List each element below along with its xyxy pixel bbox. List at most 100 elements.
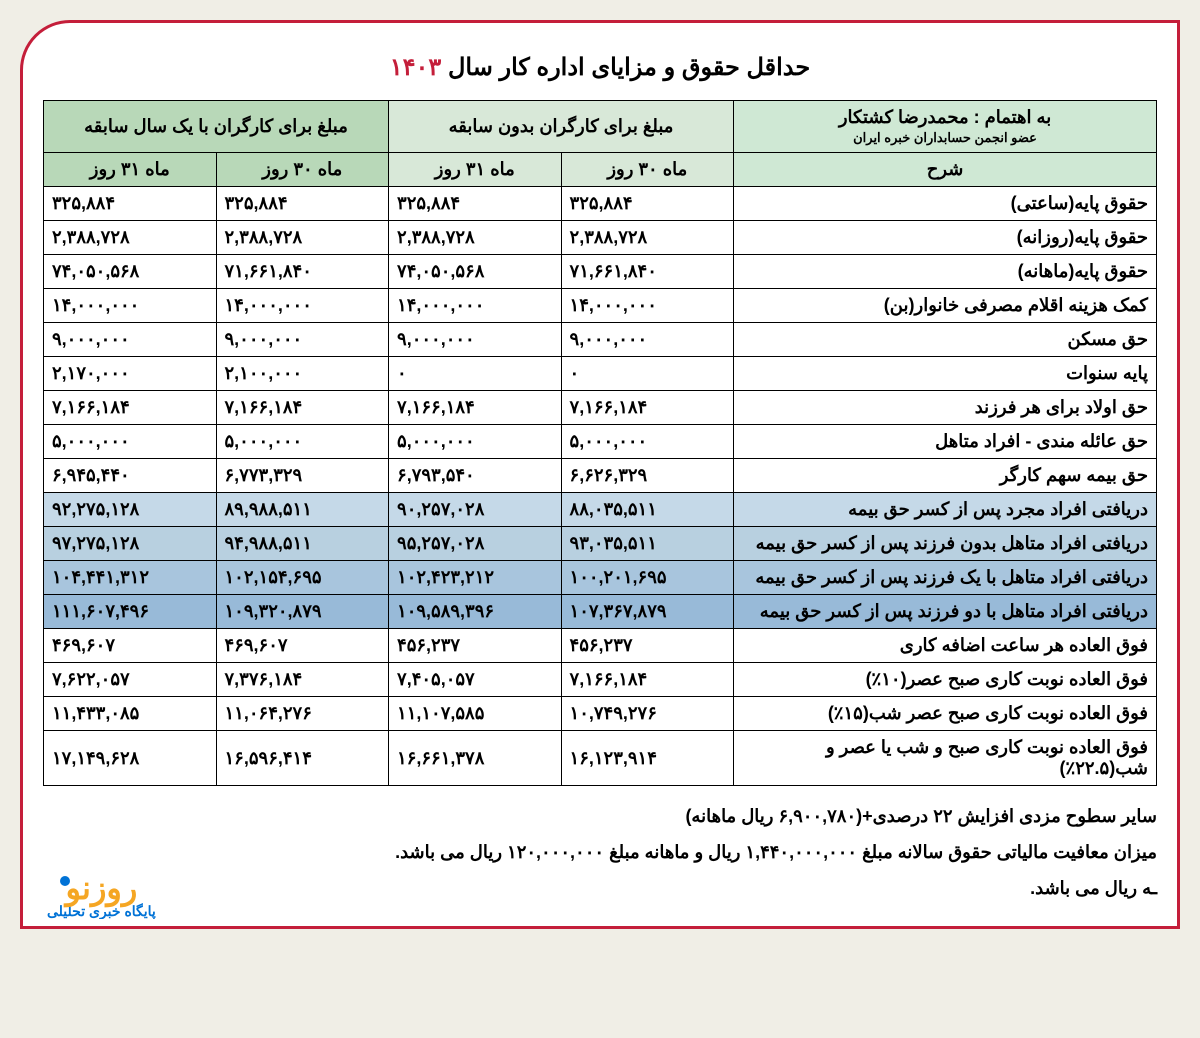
table-row: دریافتی افراد مجرد پس از کسر حق بیمه۸۸,۰… xyxy=(44,493,1157,527)
footnote-3: ـه ریال می باشد. xyxy=(43,870,1157,906)
cell-1yr-30: ۷,۳۷۶,۱۸۴ xyxy=(216,663,389,697)
cell-noexp-30: ۳۲۵,۸۸۴ xyxy=(561,187,734,221)
cell-noexp-30: ۰ xyxy=(561,357,734,391)
logo-brand: روزنو xyxy=(66,872,138,904)
cell-1yr-31: ۱۱,۴۳۳,۰۸۵ xyxy=(44,697,217,731)
title-year: ۱۴۰۳ xyxy=(390,54,442,81)
table-row: حقوق پایه(روزانه)۲,۳۸۸,۷۲۸۲,۳۸۸,۷۲۸۲,۳۸۸… xyxy=(44,221,1157,255)
col-noexp-31: ماه ۳۱ روز xyxy=(389,153,562,187)
col-1yr-30: ماه ۳۰ روز xyxy=(216,153,389,187)
cell-noexp-30: ۱۰۰,۲۰۱,۶۹۵ xyxy=(561,561,734,595)
row-description: دریافتی افراد متاهل با دو فرزند پس از کس… xyxy=(734,595,1157,629)
cell-1yr-30: ۴۶۹,۶۰۷ xyxy=(216,629,389,663)
table-row: حق بیمه سهم کارگر۶,۶۲۶,۳۲۹۶,۷۹۳,۵۴۰۶,۷۷۳… xyxy=(44,459,1157,493)
cell-1yr-31: ۱۴,۰۰۰,۰۰۰ xyxy=(44,289,217,323)
cell-1yr-30: ۱۰۲,۱۵۴,۶۹۵ xyxy=(216,561,389,595)
cell-1yr-30: ۱۶,۵۹۶,۴۱۴ xyxy=(216,731,389,786)
cell-1yr-31: ۱۰۴,۴۴۱,۳۱۲ xyxy=(44,561,217,595)
cell-noexp-30: ۹۳,۰۳۵,۵۱۱ xyxy=(561,527,734,561)
cell-noexp-31: ۱۴,۰۰۰,۰۰۰ xyxy=(389,289,562,323)
cell-1yr-30: ۲,۱۰۰,۰۰۰ xyxy=(216,357,389,391)
footnote-1: سایر سطوح مزدی افزایش ۲۲ درصدی+(۶,۹۰۰,۷۸… xyxy=(43,798,1157,834)
row-description: کمک هزینه اقلام مصرفی خانوار(بن) xyxy=(734,289,1157,323)
table-row: حق عائله مندی - افراد متاهل۵,۰۰۰,۰۰۰۵,۰۰… xyxy=(44,425,1157,459)
cell-noexp-30: ۹,۰۰۰,۰۰۰ xyxy=(561,323,734,357)
col-noexp-30: ماه ۳۰ روز xyxy=(561,153,734,187)
cell-1yr-30: ۳۲۵,۸۸۴ xyxy=(216,187,389,221)
cell-noexp-31: ۶,۷۹۳,۵۴۰ xyxy=(389,459,562,493)
cell-noexp-31: ۱۱,۱۰۷,۵۸۵ xyxy=(389,697,562,731)
row-description: دریافتی افراد مجرد پس از کسر حق بیمه xyxy=(734,493,1157,527)
cell-noexp-30: ۶,۶۲۶,۳۲۹ xyxy=(561,459,734,493)
row-description: فوق العاده نوبت کاری صبح عصر(۱۰٪) xyxy=(734,663,1157,697)
row-description: حقوق پایه(روزانه) xyxy=(734,221,1157,255)
cell-noexp-30: ۷,۱۶۶,۱۸۴ xyxy=(561,391,734,425)
cell-noexp-30: ۱۶,۱۲۳,۹۱۴ xyxy=(561,731,734,786)
cell-1yr-30: ۵,۰۰۰,۰۰۰ xyxy=(216,425,389,459)
cell-1yr-31: ۷,۱۶۶,۱۸۴ xyxy=(44,391,217,425)
cell-1yr-30: ۹,۰۰۰,۰۰۰ xyxy=(216,323,389,357)
cell-noexp-31: ۱۰۹,۵۸۹,۳۹۶ xyxy=(389,595,562,629)
col-desc: شرح xyxy=(734,153,1157,187)
cell-noexp-30: ۵,۰۰۰,۰۰۰ xyxy=(561,425,734,459)
table-row: کمک هزینه اقلام مصرفی خانوار(بن)۱۴,۰۰۰,۰… xyxy=(44,289,1157,323)
cell-1yr-31: ۹,۰۰۰,۰۰۰ xyxy=(44,323,217,357)
row-description: حقوق پایه(ساعتی) xyxy=(734,187,1157,221)
table-row: دریافتی افراد متاهل بدون فرزند پس از کسر… xyxy=(44,527,1157,561)
cell-1yr-31: ۳۲۵,۸۸۴ xyxy=(44,187,217,221)
cell-noexp-31: ۹۰,۲۵۷,۰۲۸ xyxy=(389,493,562,527)
cell-1yr-31: ۲,۳۸۸,۷۲۸ xyxy=(44,221,217,255)
table-row: حق مسکن۹,۰۰۰,۰۰۰۹,۰۰۰,۰۰۰۹,۰۰۰,۰۰۰۹,۰۰۰,… xyxy=(44,323,1157,357)
credit-line1: به اهتمام : محمدرضا کشتکار xyxy=(839,107,1051,127)
row-description: حقوق پایه(ماهانه) xyxy=(734,255,1157,289)
cell-1yr-31: ۷,۶۲۲,۰۵۷ xyxy=(44,663,217,697)
row-description: حق عائله مندی - افراد متاهل xyxy=(734,425,1157,459)
header-group-noexp: مبلغ برای کارگران بدون سابقه xyxy=(389,101,734,153)
cell-noexp-30: ۷,۱۶۶,۱۸۴ xyxy=(561,663,734,697)
cell-noexp-30: ۲,۳۸۸,۷۲۸ xyxy=(561,221,734,255)
cell-noexp-31: ۹۵,۲۵۷,۰۲۸ xyxy=(389,527,562,561)
footnotes: سایر سطوح مزدی افزایش ۲۲ درصدی+(۶,۹۰۰,۷۸… xyxy=(43,798,1157,906)
cell-noexp-31: ۲,۳۸۸,۷۲۸ xyxy=(389,221,562,255)
salary-table: به اهتمام : محمدرضا کشتکار عضو انجمن حسا… xyxy=(43,100,1157,786)
cell-noexp-31: ۱۶,۶۶۱,۳۷۸ xyxy=(389,731,562,786)
row-description: فوق العاده هر ساعت اضافه کاری xyxy=(734,629,1157,663)
title-main: حداقل حقوق و مزایای اداره کار سال xyxy=(441,54,810,81)
cell-1yr-31: ۲,۱۷۰,۰۰۰ xyxy=(44,357,217,391)
page-title: حداقل حقوق و مزایای اداره کار سال ۱۴۰۳ xyxy=(43,53,1157,82)
cell-noexp-31: ۳۲۵,۸۸۴ xyxy=(389,187,562,221)
row-description: فوق العاده نوبت کاری صبح و شب یا عصر و ش… xyxy=(734,731,1157,786)
table-row: فوق العاده نوبت کاری صبح و شب یا عصر و ش… xyxy=(44,731,1157,786)
cell-noexp-30: ۱۰۷,۳۶۷,۸۷۹ xyxy=(561,595,734,629)
header-row-1: به اهتمام : محمدرضا کشتکار عضو انجمن حسا… xyxy=(44,101,1157,153)
cell-1yr-31: ۶,۹۴۵,۴۴۰ xyxy=(44,459,217,493)
row-description: دریافتی افراد متاهل بدون فرزند پس از کسر… xyxy=(734,527,1157,561)
cell-1yr-31: ۴۶۹,۶۰۷ xyxy=(44,629,217,663)
header-row-2: شرح ماه ۳۰ روز ماه ۳۱ روز ماه ۳۰ روز ماه… xyxy=(44,153,1157,187)
table-row: حقوق پایه(ماهانه)۷۱,۶۶۱,۸۴۰۷۴,۰۵۰,۵۶۸۷۱,… xyxy=(44,255,1157,289)
document-frame: حداقل حقوق و مزایای اداره کار سال ۱۴۰۳ ب… xyxy=(20,20,1180,929)
col-1yr-31: ماه ۳۱ روز xyxy=(44,153,217,187)
cell-noexp-31: ۷,۱۶۶,۱۸۴ xyxy=(389,391,562,425)
header-group-1yr: مبلغ برای کارگران با یک سال سابقه xyxy=(44,101,389,153)
cell-noexp-31: ۵,۰۰۰,۰۰۰ xyxy=(389,425,562,459)
cell-1yr-31: ۹۷,۲۷۵,۱۲۸ xyxy=(44,527,217,561)
cell-1yr-30: ۱۱,۰۶۴,۲۷۶ xyxy=(216,697,389,731)
cell-1yr-30: ۱۰۹,۳۲۰,۸۷۹ xyxy=(216,595,389,629)
cell-1yr-30: ۹۴,۹۸۸,۵۱۱ xyxy=(216,527,389,561)
table-row: دریافتی افراد متاهل با دو فرزند پس از کس… xyxy=(44,595,1157,629)
cell-noexp-31: ۷,۴۰۵,۰۵۷ xyxy=(389,663,562,697)
footnote-2: میزان معافیت مالیاتی حقوق سالانه مبلغ ۱,… xyxy=(43,834,1157,870)
cell-1yr-30: ۶,۷۷۳,۳۲۹ xyxy=(216,459,389,493)
cell-noexp-30: ۴۵۶,۲۳۷ xyxy=(561,629,734,663)
table-body: حقوق پایه(ساعتی)۳۲۵,۸۸۴۳۲۵,۸۸۴۳۲۵,۸۸۴۳۲۵… xyxy=(44,187,1157,786)
table-row: پایه سنوات۰۰۲,۱۰۰,۰۰۰۲,۱۷۰,۰۰۰ xyxy=(44,357,1157,391)
row-description: پایه سنوات xyxy=(734,357,1157,391)
cell-1yr-31: ۱۷,۱۴۹,۶۲۸ xyxy=(44,731,217,786)
table-row: دریافتی افراد متاهل با یک فرزند پس از کس… xyxy=(44,561,1157,595)
cell-noexp-30: ۱۴,۰۰۰,۰۰۰ xyxy=(561,289,734,323)
cell-1yr-30: ۷,۱۶۶,۱۸۴ xyxy=(216,391,389,425)
cell-noexp-31: ۷۴,۰۵۰,۵۶۸ xyxy=(389,255,562,289)
cell-noexp-31: ۰ xyxy=(389,357,562,391)
cell-noexp-31: ۹,۰۰۰,۰۰۰ xyxy=(389,323,562,357)
